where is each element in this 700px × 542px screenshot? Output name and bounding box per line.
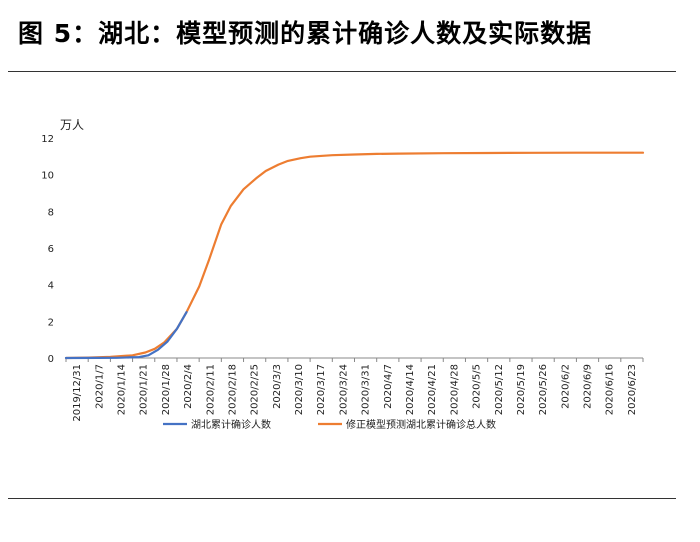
chart-legend: 湖北累计确诊人数 修正模型预测湖北累计确诊总人数: [163, 418, 496, 431]
y-tick-labels: 0 2 4 6 8 10 12: [41, 134, 54, 365]
y-tick-label: 6: [48, 244, 54, 255]
chart-axes: [65, 357, 644, 362]
x-tick-label: 2020/3/10: [294, 364, 305, 415]
x-tick-label: 2020/4/21: [427, 364, 438, 415]
x-tick-label: 2020/6/16: [605, 364, 616, 415]
x-tick-label: 2020/2/4: [183, 364, 194, 409]
figure-title: 图 5：湖北：模型预测的累计确诊人数及实际数据: [18, 19, 593, 48]
y-tick-label: 0: [48, 354, 54, 365]
x-tick-label: 2020/2/18: [227, 364, 238, 415]
x-tick-label: 2020/5/19: [516, 364, 527, 415]
series-line-actual: [64, 311, 188, 360]
x-tick-label: 2020/3/24: [338, 364, 349, 415]
x-tick-label: 2020/3/17: [316, 364, 327, 415]
x-tick-label: 2020/3/3: [272, 364, 283, 409]
series-lines: [64, 151, 645, 360]
legend-label: 湖北累计确诊人数: [191, 418, 271, 431]
x-tick-label: 2020/4/28: [449, 364, 460, 415]
x-tick-label: 2020/5/26: [538, 364, 549, 415]
x-tick-label: 2020/5/12: [494, 364, 505, 415]
x-tick-label: 2020/2/25: [250, 364, 261, 415]
x-tick-label: 2020/6/9: [583, 364, 594, 409]
bottom-rule: [8, 498, 676, 499]
x-tick-label: 2020/3/31: [361, 364, 372, 415]
x-tick-label: 2020/4/14: [405, 364, 416, 415]
x-tick-label: 2020/5/5: [472, 364, 483, 409]
x-tick-label: 2020/2/11: [205, 364, 216, 415]
x-tick-labels: 2019/12/31 2020/1/7 2020/1/14 2020/1/21 2020…: [72, 364, 638, 422]
x-tick-label: 2020/1/28: [161, 364, 172, 415]
y-tick-label: 10: [41, 171, 54, 182]
x-tick-label: 2020/1/21: [139, 364, 150, 415]
series-line-model: [64, 151, 645, 360]
legend-label: 修正模型预测湖北累计确诊总人数: [346, 418, 496, 431]
x-tick-label: 2020/4/7: [383, 364, 394, 409]
x-tick-label: 2020/6/2: [560, 364, 571, 409]
y-axis-unit-label: 万人: [60, 118, 84, 132]
x-tick-label: 2019/12/31: [72, 364, 83, 422]
y-tick-label: 4: [48, 281, 54, 292]
x-tick-label: 2020/6/23: [627, 364, 638, 415]
x-tick-label: 2020/1/7: [94, 364, 105, 409]
y-tick-label: 12: [41, 134, 54, 145]
y-tick-label: 2: [48, 317, 54, 328]
top-rule: [8, 71, 676, 72]
x-tick-label: 2020/1/14: [116, 364, 127, 415]
y-tick-label: 8: [48, 207, 54, 218]
